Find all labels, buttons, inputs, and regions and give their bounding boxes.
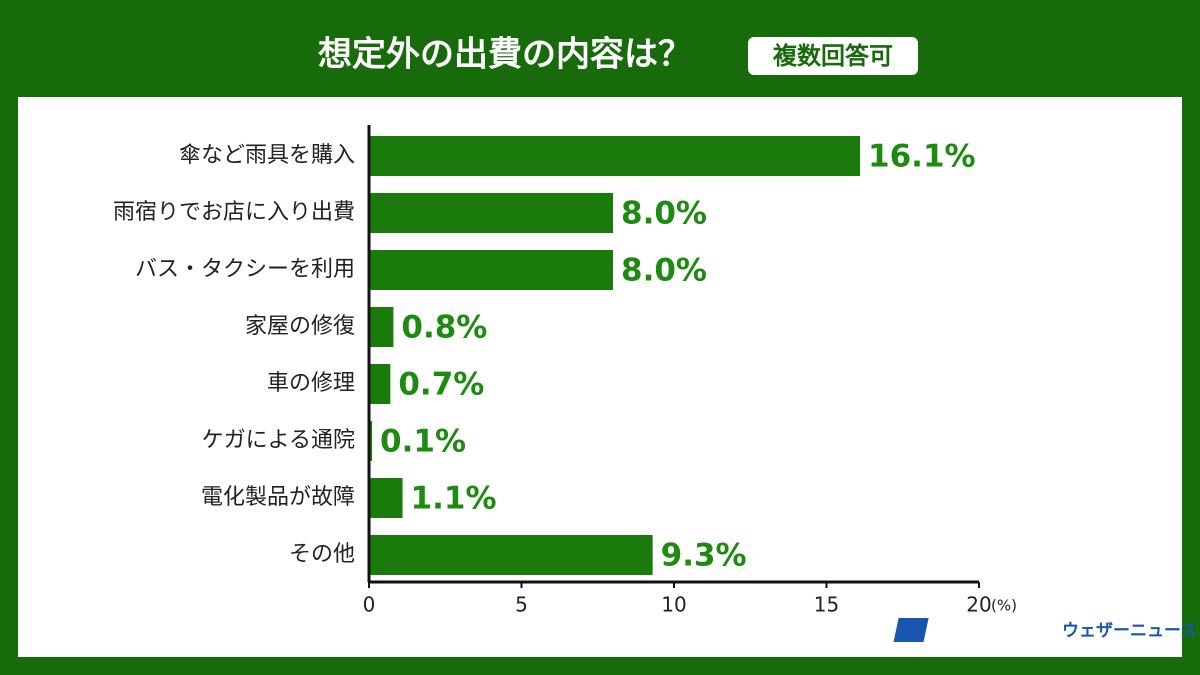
bar — [369, 250, 613, 290]
badge: 複数回答可 — [773, 42, 893, 70]
value-label: 1.1% — [411, 481, 497, 517]
value-label: 9.3% — [661, 538, 747, 574]
category-label: 傘など雨具を購入 — [179, 143, 355, 168]
value-label: 0.1% — [380, 424, 466, 460]
category-label: 電化製品が故障 — [201, 485, 355, 510]
badge-box — [748, 37, 918, 75]
bar — [369, 136, 861, 176]
value-label: 8.0% — [621, 253, 707, 289]
bar — [369, 307, 394, 347]
category-label: その他 — [289, 542, 355, 567]
category-label: 車の修理 — [267, 371, 355, 396]
category-label: バス・タクシーを利用 — [135, 257, 355, 282]
value-label: 8.0% — [621, 196, 707, 232]
x-tick-label: 0 — [363, 593, 376, 617]
bar — [369, 535, 653, 575]
x-tick-label: 15 — [814, 593, 839, 617]
value-label: 0.7% — [398, 367, 484, 403]
bar — [369, 421, 373, 461]
value-label: 16.1% — [868, 139, 976, 175]
x-tick-label: 5 — [515, 593, 528, 617]
category-label: 家屋の修復 — [245, 314, 355, 339]
x-unit: (%) — [991, 597, 1017, 615]
bar — [369, 478, 403, 518]
logo-icon — [893, 618, 929, 642]
category-label: 雨宿りでお店に入り出費 — [113, 200, 355, 225]
value-label: 0.8% — [401, 310, 487, 346]
chart-title: 想定外の出費の内容は？ — [318, 35, 692, 75]
bar — [369, 193, 613, 233]
x-tick-label: 20 — [966, 593, 991, 617]
x-tick-label: 10 — [661, 593, 686, 617]
logo-text: ウェザーニュース — [1062, 621, 1197, 641]
bar — [369, 364, 391, 404]
category-label: ケガによる通院 — [202, 428, 355, 453]
logo-mark: WN — [1026, 623, 1053, 639]
